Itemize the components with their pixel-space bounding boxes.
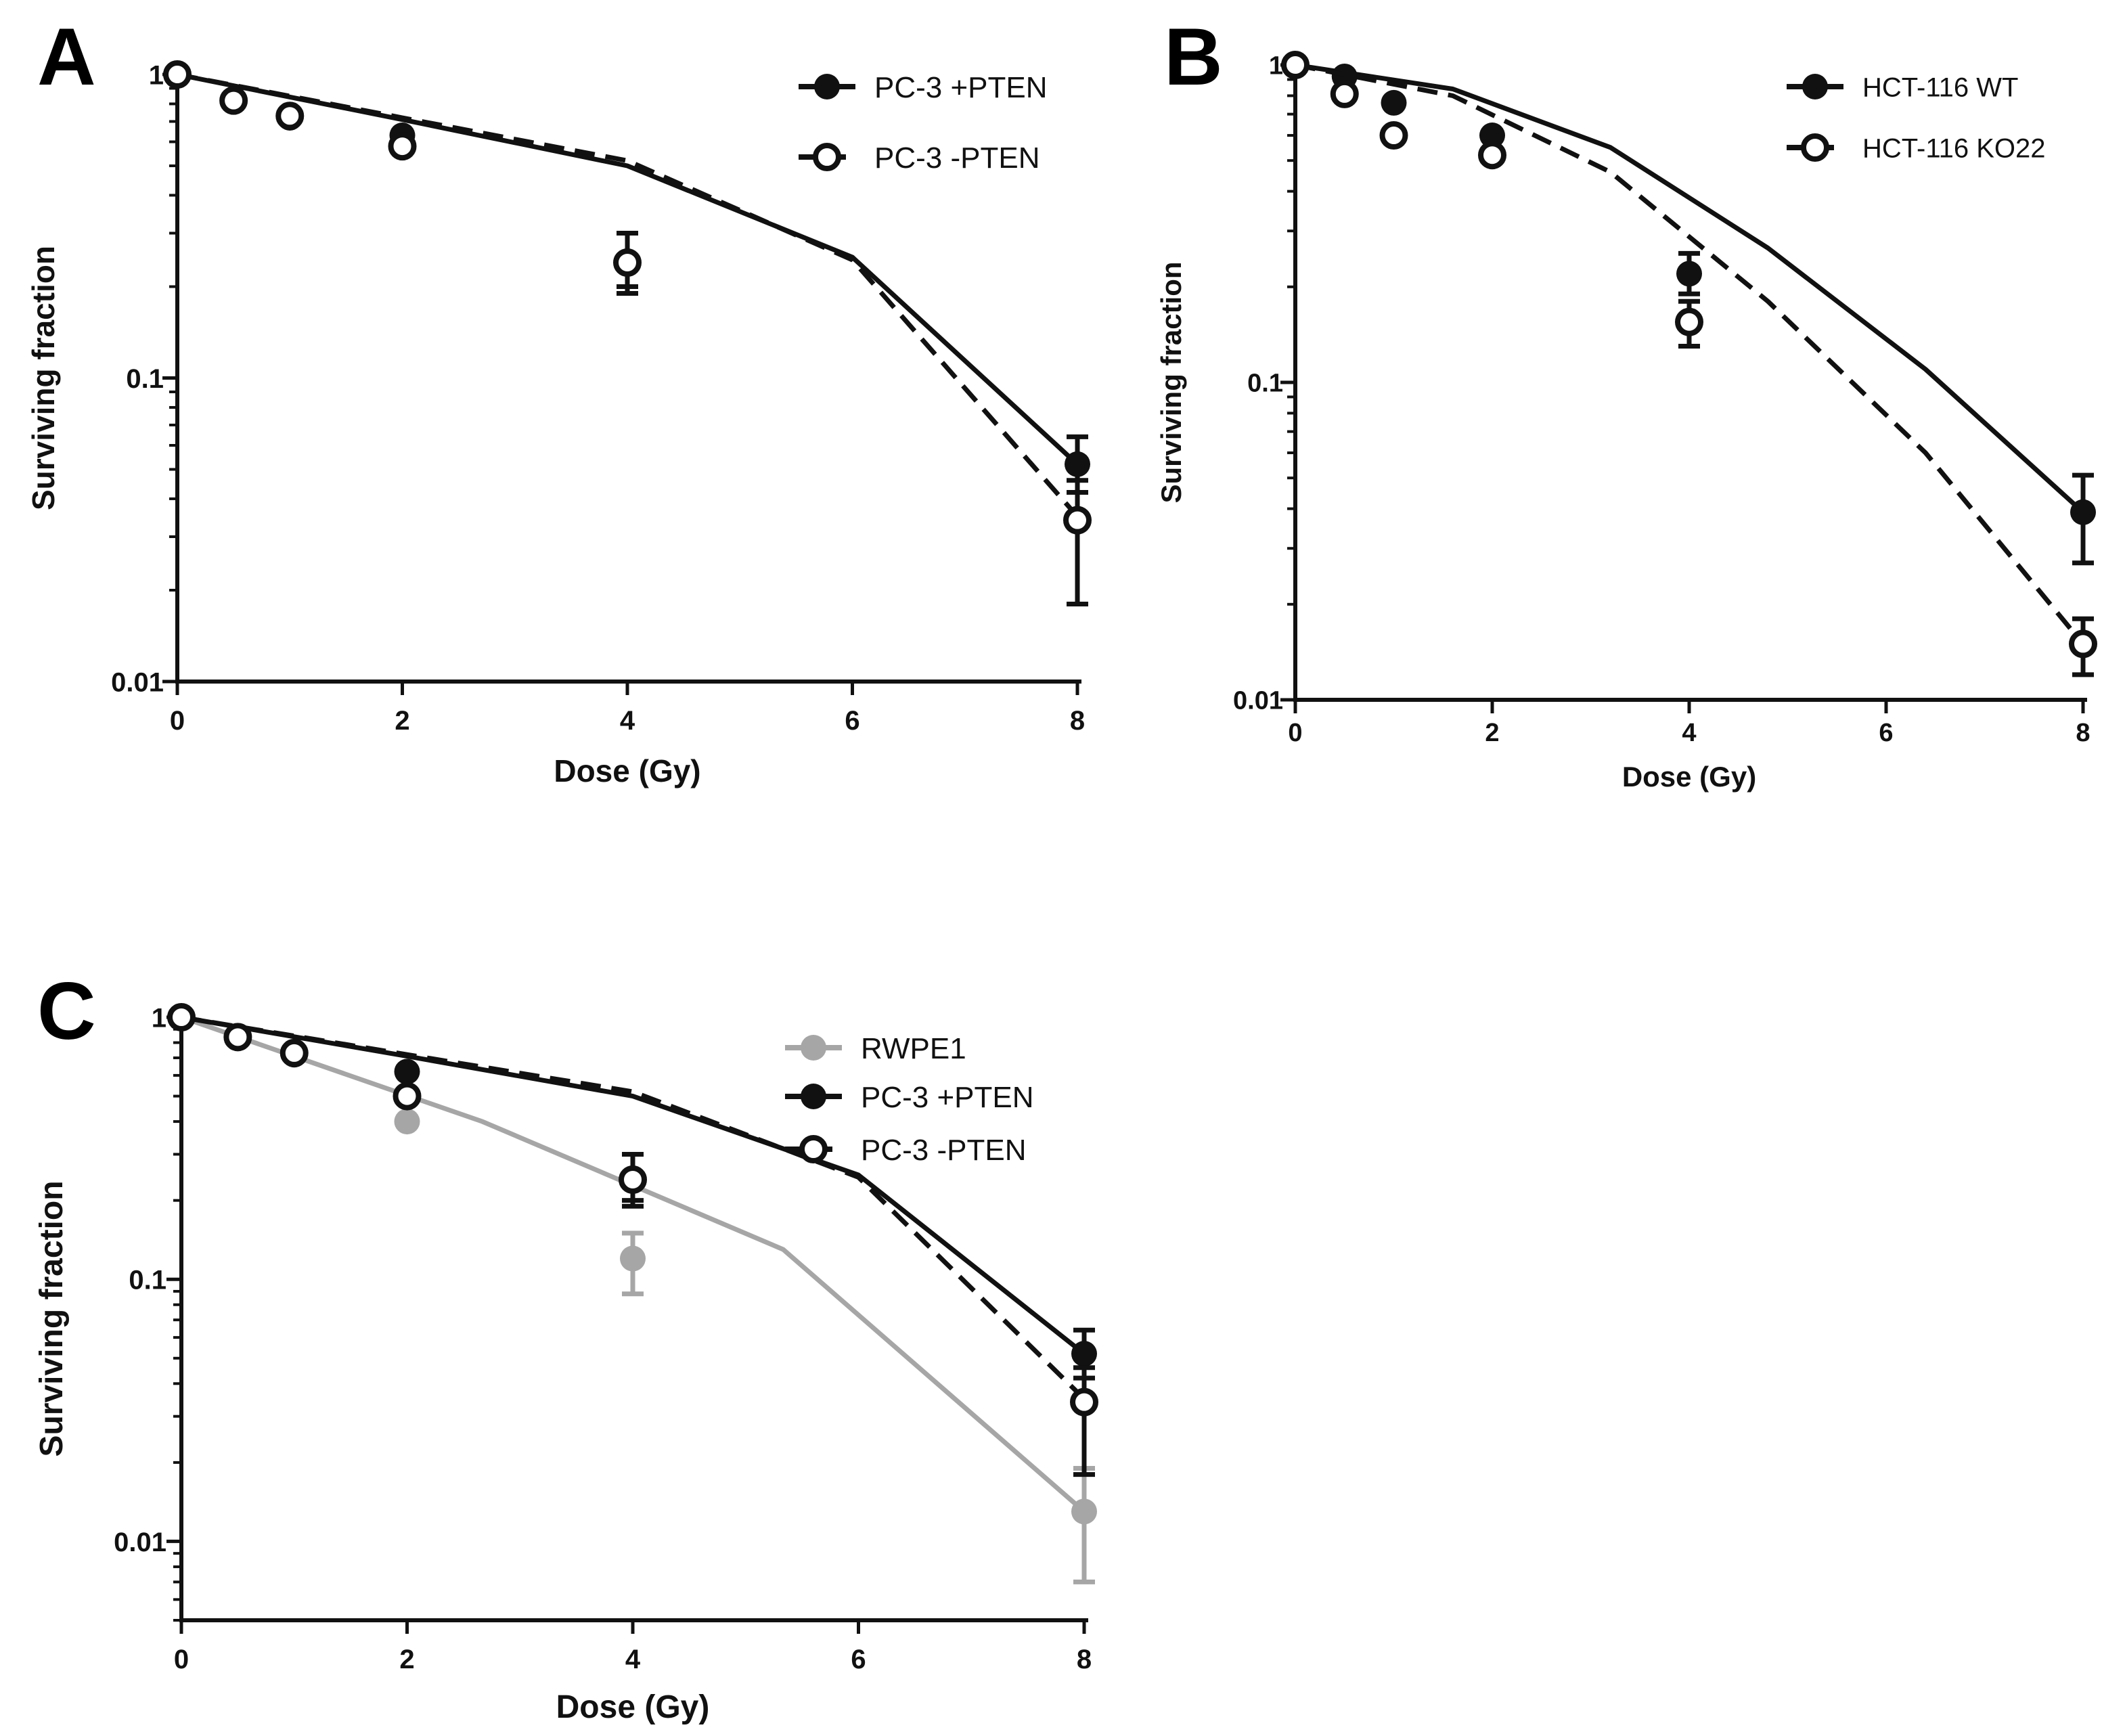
panel-c-x-axis-title: Dose (Gy) <box>556 1689 710 1725</box>
panel-c-series-3-point <box>393 1082 422 1111</box>
panel-a-series-1-fit-line <box>177 72 1079 466</box>
panel-a-series-1-legend-label: PC-3 +PTEN <box>874 71 1048 104</box>
panel-a-series-2-point <box>219 86 248 115</box>
panel-c-series-3-point <box>167 1003 196 1031</box>
panel-c-series-3-point <box>1070 1387 1098 1417</box>
panel-b-series-2-point <box>1281 51 1310 79</box>
panel-b-series-2-legend-label: HCT-116 KO22 <box>1862 133 2046 163</box>
panel-c-series-2-legend-label: PC-3 +PTEN <box>861 1081 1034 1114</box>
panel-b-x-tick-label: 4 <box>1682 719 1696 747</box>
panel-b-series-2-point <box>1379 121 1408 150</box>
panel-b-x-tick-label: 6 <box>1879 719 1893 747</box>
panel-c-series-1-point <box>394 1109 420 1135</box>
panel-b-series-1-fit-line <box>1295 62 2085 514</box>
panel-c-y-tick-label: 0.01 <box>114 1528 166 1557</box>
panel-b-series-2-point <box>1330 79 1359 108</box>
panel-c-letter: C <box>37 966 96 1056</box>
panel-b-series-2-legend-entry: HCT-116 KO22 <box>1787 133 2046 163</box>
panel-a-y-axis-title: Surviving fraction <box>26 246 61 510</box>
panel-c-y-tick-label: 1 <box>152 1003 166 1033</box>
panel-c-series-2-point <box>394 1059 420 1085</box>
panel-c-series-1-point <box>620 1245 646 1272</box>
panel-c-series-3-legend-marker <box>799 1135 828 1163</box>
panel-b-x-axis-title: Dose (Gy) <box>1622 761 1756 793</box>
panel-c-x-tick-label: 4 <box>625 1645 641 1674</box>
panel-a-y-tick-label: 0.01 <box>111 667 164 697</box>
panel-a-x-tick-label: 2 <box>395 706 409 736</box>
panel-c-series-1-legend-entry: RWPE1 <box>785 1032 966 1065</box>
panel-a-y-tick-label: 0.1 <box>126 364 164 394</box>
panel-b-series-1-legend-entry: HCT-116 WT <box>1787 72 2018 102</box>
panel-a-x-tick-label: 8 <box>1070 706 1085 736</box>
panel-a-series-2-point <box>1063 506 1092 535</box>
panel-c-series-1-legend-label: RWPE1 <box>861 1032 966 1065</box>
panel-c-series-3-legend-entry: PC-3 -PTEN <box>785 1134 1026 1167</box>
panel-a-y-tick-label: 1 <box>149 60 164 90</box>
panel-a-letter: A <box>37 12 96 102</box>
panel-c-series-2-fit-line <box>181 1015 1086 1356</box>
panel-b-series-2 <box>1281 51 2097 677</box>
panel-c-x-tick-label: 8 <box>1077 1645 1092 1674</box>
panel-b-x-tick-label: 0 <box>1288 719 1302 747</box>
panel-b-series-1-legend-marker <box>1802 74 1828 99</box>
panel-c-y-tick-label: 0.1 <box>129 1266 166 1295</box>
panel-b-series-2-point <box>1675 307 1703 336</box>
panel-c-series-3 <box>167 1003 1098 1477</box>
panel-a-series-2-point <box>275 102 305 131</box>
panel-c-x-tick-label: 0 <box>174 1645 189 1674</box>
panel-c-series-3-point <box>619 1165 647 1194</box>
panel-b-chart: B 0.01 0.1 1 0 2 4 6 8 Dose (Gy) Surviving fractio… <box>1155 12 2097 793</box>
panel-a-x-tick-label: 4 <box>620 706 635 736</box>
panel-b-series-2-fit-line <box>1295 62 2085 646</box>
panel-a-series-1-legend-entry: PC-3 +PTEN <box>799 71 1048 104</box>
panel-a-chart: A 0.01 0.1 1 0 2 4 6 8 Dose (Gy) Surviving fractio… <box>26 12 1092 788</box>
panel-c-series-2-legend-marker <box>801 1084 826 1109</box>
panel-a-x-tick-label: 6 <box>845 706 859 736</box>
panel-c-y-axis-title: Surviving fraction <box>34 1180 70 1456</box>
panel-c-x-tick-label: 2 <box>399 1645 414 1674</box>
panel-c-series-3-point <box>279 1038 309 1067</box>
panel-b-series-1-point <box>1676 261 1702 287</box>
panel-a-series-1-point <box>1065 451 1090 477</box>
panel-b-series-2-point <box>1478 141 1506 170</box>
panel-c-x-tick-label: 6 <box>851 1645 866 1674</box>
panel-a-x-axis-title: Dose (Gy) <box>554 753 700 788</box>
panel-b-y-tick-label: 1 <box>1269 52 1283 81</box>
panel-a-series-2-point <box>613 248 642 277</box>
panel-c-series-2-point <box>1071 1341 1097 1367</box>
panel-a-series-2-legend-label: PC-3 -PTEN <box>874 141 1039 175</box>
panel-a-series-2-point <box>163 60 192 89</box>
panel-b-series-2-legend-marker <box>1801 133 1829 162</box>
panel-a-series-2-point <box>388 132 417 161</box>
panel-b-series-1-point <box>1479 123 1505 149</box>
panel-c-series-3-legend-label: PC-3 -PTEN <box>861 1134 1026 1167</box>
panel-a-series-2-legend-entry: PC-3 -PTEN <box>799 141 1039 175</box>
panel-a-series-2-legend-marker <box>813 143 841 171</box>
panel-b-y-axis-title: Surviving fraction <box>1155 261 1187 503</box>
panel-b-x-tick-label: 2 <box>1485 719 1499 747</box>
panel-b-letter: B <box>1164 12 1223 102</box>
panel-a-series-2 <box>163 60 1092 607</box>
panel-b-x-tick-label: 8 <box>2076 719 2090 747</box>
panel-c-series-3-point <box>223 1023 252 1052</box>
panel-c-series-1-legend-marker <box>801 1035 826 1061</box>
panel-b-series-1-point <box>2070 499 2096 525</box>
panel-a-x-tick-label: 0 <box>170 706 185 736</box>
panel-b-series-1-point <box>1381 89 1407 116</box>
panel-c-series-2-legend-entry: PC-3 +PTEN <box>785 1081 1034 1114</box>
panel-b-series-1-legend-label: HCT-116 WT <box>1862 72 2018 102</box>
panel-a-series-1-legend-marker <box>814 74 840 99</box>
panel-b-series-2-point <box>2069 629 2097 659</box>
panel-a-series-2-fit-line <box>177 72 1079 518</box>
panel-c-series-1-point <box>1071 1498 1097 1525</box>
panel-c-chart: C 0.01 0.1 1 0 2 4 6 8 Dose (Gy) Surviving fractio… <box>34 966 1098 1725</box>
panel-b-y-tick-label: 0.1 <box>1247 370 1283 398</box>
panel-b-y-tick-label: 0.01 <box>1233 687 1283 715</box>
